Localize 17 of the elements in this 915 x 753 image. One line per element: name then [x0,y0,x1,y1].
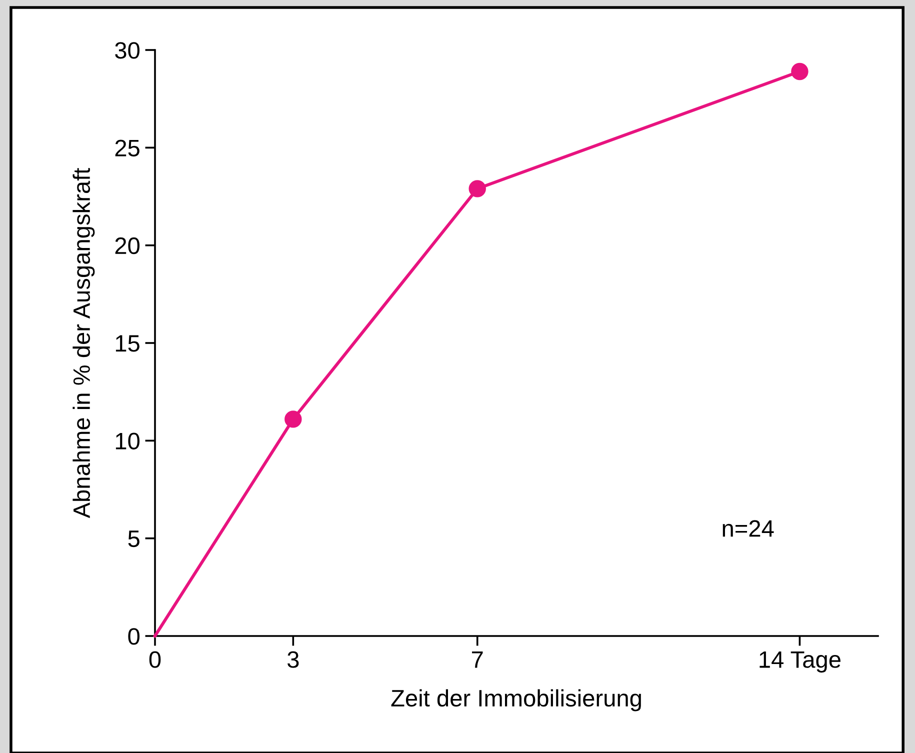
y-tick-label: 25 [115,140,140,156]
x-tick-label: 3 [287,651,299,668]
point [791,62,808,80]
x-axis-title: Zeit der Immobilisierung [391,689,641,712]
point [284,410,302,428]
x-tick-label: 14 Tage [760,651,840,673]
y-tick-label: 5 [128,530,140,548]
x-tick-label: 7 [472,651,483,668]
y-tick-label: 0 [128,628,140,645]
point [468,180,486,198]
annotation: n=24 [722,520,774,537]
x-tick-label: 0 [149,651,161,668]
y-tick-label: 15 [116,335,140,352]
y-tick-label: 20 [115,237,140,254]
y-tick-label: 10 [116,432,140,450]
y-axis-title: Abnahme in % der Ausgangskraft [72,168,95,518]
y-tick-label: 30 [115,42,140,59]
